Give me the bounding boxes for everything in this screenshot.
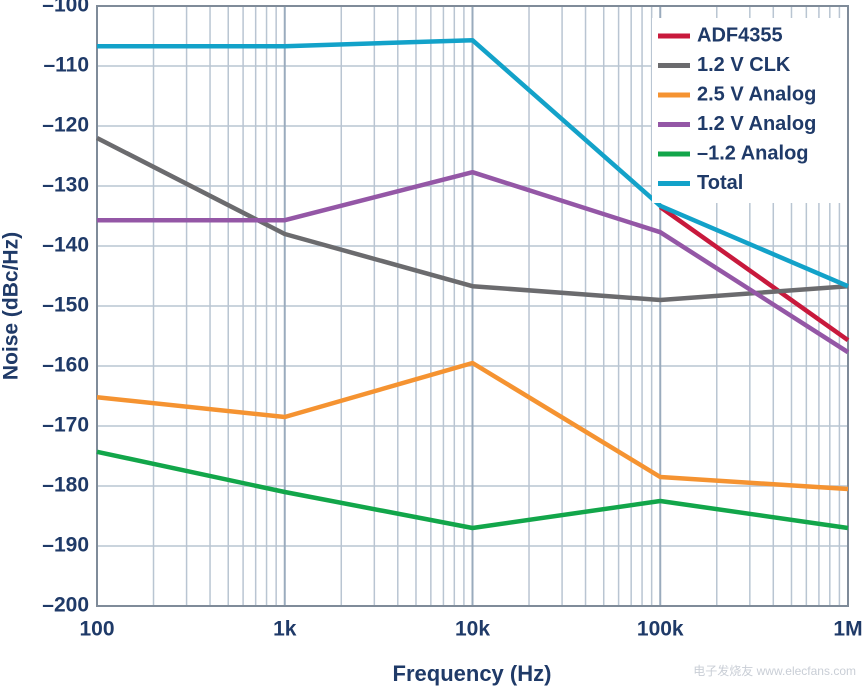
x-axis-label: Frequency (Hz) xyxy=(393,661,552,686)
legend-label: –1.2 Analog xyxy=(697,142,809,164)
series-line xyxy=(97,37,849,289)
y-tick-label: –140 xyxy=(42,234,89,257)
legend-box xyxy=(652,18,847,203)
legend-label: 1.2 V CLK xyxy=(697,54,791,76)
y-tick-label: –120 xyxy=(42,114,89,137)
legend-label: 2.5 V Analog xyxy=(697,83,816,105)
grid xyxy=(96,5,849,607)
series-line xyxy=(96,360,849,492)
x-tick-label: 1k xyxy=(273,618,297,641)
x-tick-label: 100 xyxy=(79,618,114,641)
y-tick-label: –200 xyxy=(42,594,89,617)
y-tick-label: –180 xyxy=(42,474,89,497)
y-tick-label: –190 xyxy=(42,534,89,557)
y-tick-label: –100 xyxy=(42,0,89,17)
legend-label: Total xyxy=(697,172,743,194)
series-line xyxy=(95,135,849,303)
y-tick-label: –130 xyxy=(42,174,89,197)
x-tick-label: 1M xyxy=(833,618,862,641)
y-tick-label: –160 xyxy=(42,354,89,377)
y-tick-label: –170 xyxy=(42,414,89,437)
plot-frame xyxy=(96,5,849,607)
series-line xyxy=(658,205,850,343)
x-tick-label: 10k xyxy=(455,618,490,641)
series-line xyxy=(97,169,850,355)
y-axis-label: Noise (dBc/Hz) xyxy=(0,232,23,380)
y-tick-label: –110 xyxy=(43,54,89,77)
watermark: 电子发烧友 www.elecfans.com xyxy=(693,663,856,678)
legend-label: ADF4355 xyxy=(697,24,783,46)
x-tick-label: 100k xyxy=(637,618,684,641)
series-line xyxy=(96,449,849,531)
legend-label: 1.2 V Analog xyxy=(697,113,816,135)
y-tick-label: –150 xyxy=(42,294,89,317)
